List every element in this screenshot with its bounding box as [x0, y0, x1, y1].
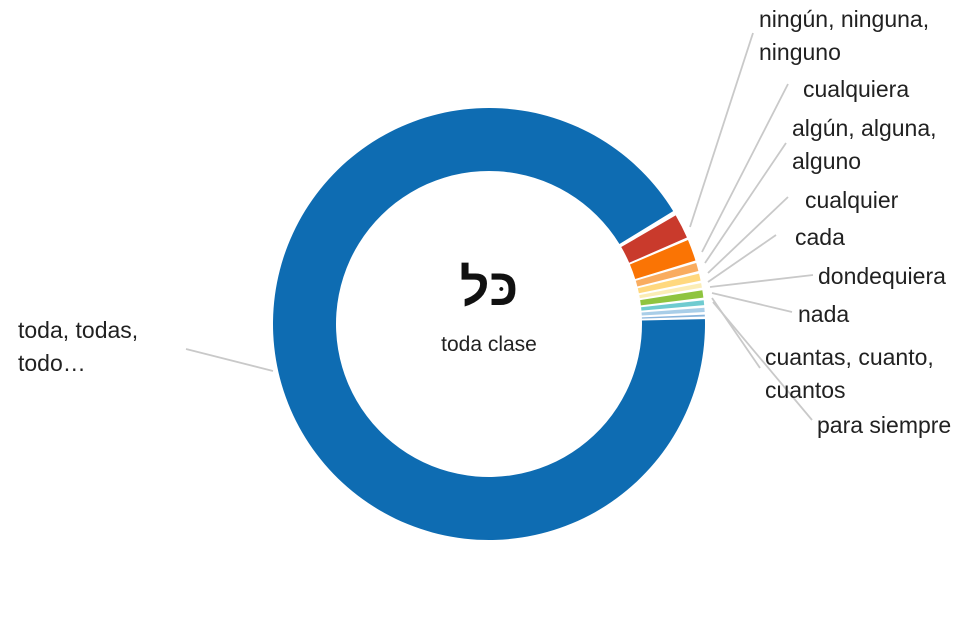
- donut-segment-9[interactable]: [641, 314, 705, 319]
- label-cada: cada: [795, 224, 845, 250]
- donut-segment-8[interactable]: [641, 307, 705, 316]
- donut-segment-6[interactable]: [640, 290, 704, 306]
- leader-line: [709, 274, 814, 288]
- leader-line: [707, 196, 789, 274]
- center-hebrew-word: כּל: [459, 259, 519, 317]
- leader-line: [707, 234, 777, 283]
- donut-segment-3[interactable]: [635, 263, 699, 287]
- leader-line: [689, 32, 754, 228]
- donut-segment-1[interactable]: [621, 215, 687, 263]
- leader-line: [704, 142, 787, 264]
- leader-line: [711, 292, 793, 313]
- leader-line: [712, 301, 813, 421]
- donut-segment-2[interactable]: [629, 239, 696, 280]
- label-cualquiera: cualquiera: [803, 76, 910, 102]
- label-dondequiera: dondequiera: [818, 263, 946, 289]
- leader-line: [701, 83, 789, 253]
- center-gloss: toda clase: [441, 333, 537, 356]
- label-para-siempre: para siempre: [817, 412, 952, 438]
- label-cuantas-cuanto-cuantos: cuantas, cuanto, cuantos: [765, 344, 934, 403]
- label-ningun-ninguna-ninguno: ningún, ninguna, ninguno: [759, 6, 930, 65]
- donut-segment-5[interactable]: [639, 283, 702, 299]
- leader-line: [185, 348, 274, 372]
- label-nada: nada: [798, 301, 850, 327]
- label-cualquier: cualquier: [805, 187, 899, 213]
- label-algun-alguna-alguno: algún, alguna, alguno: [792, 115, 937, 174]
- donut-segment-4[interactable]: [637, 273, 701, 294]
- label-toda-todas-todo: toda, todas, todo…: [18, 317, 139, 376]
- donut-segment-7[interactable]: [641, 300, 705, 311]
- donut-segment-0[interactable]: [273, 107, 705, 540]
